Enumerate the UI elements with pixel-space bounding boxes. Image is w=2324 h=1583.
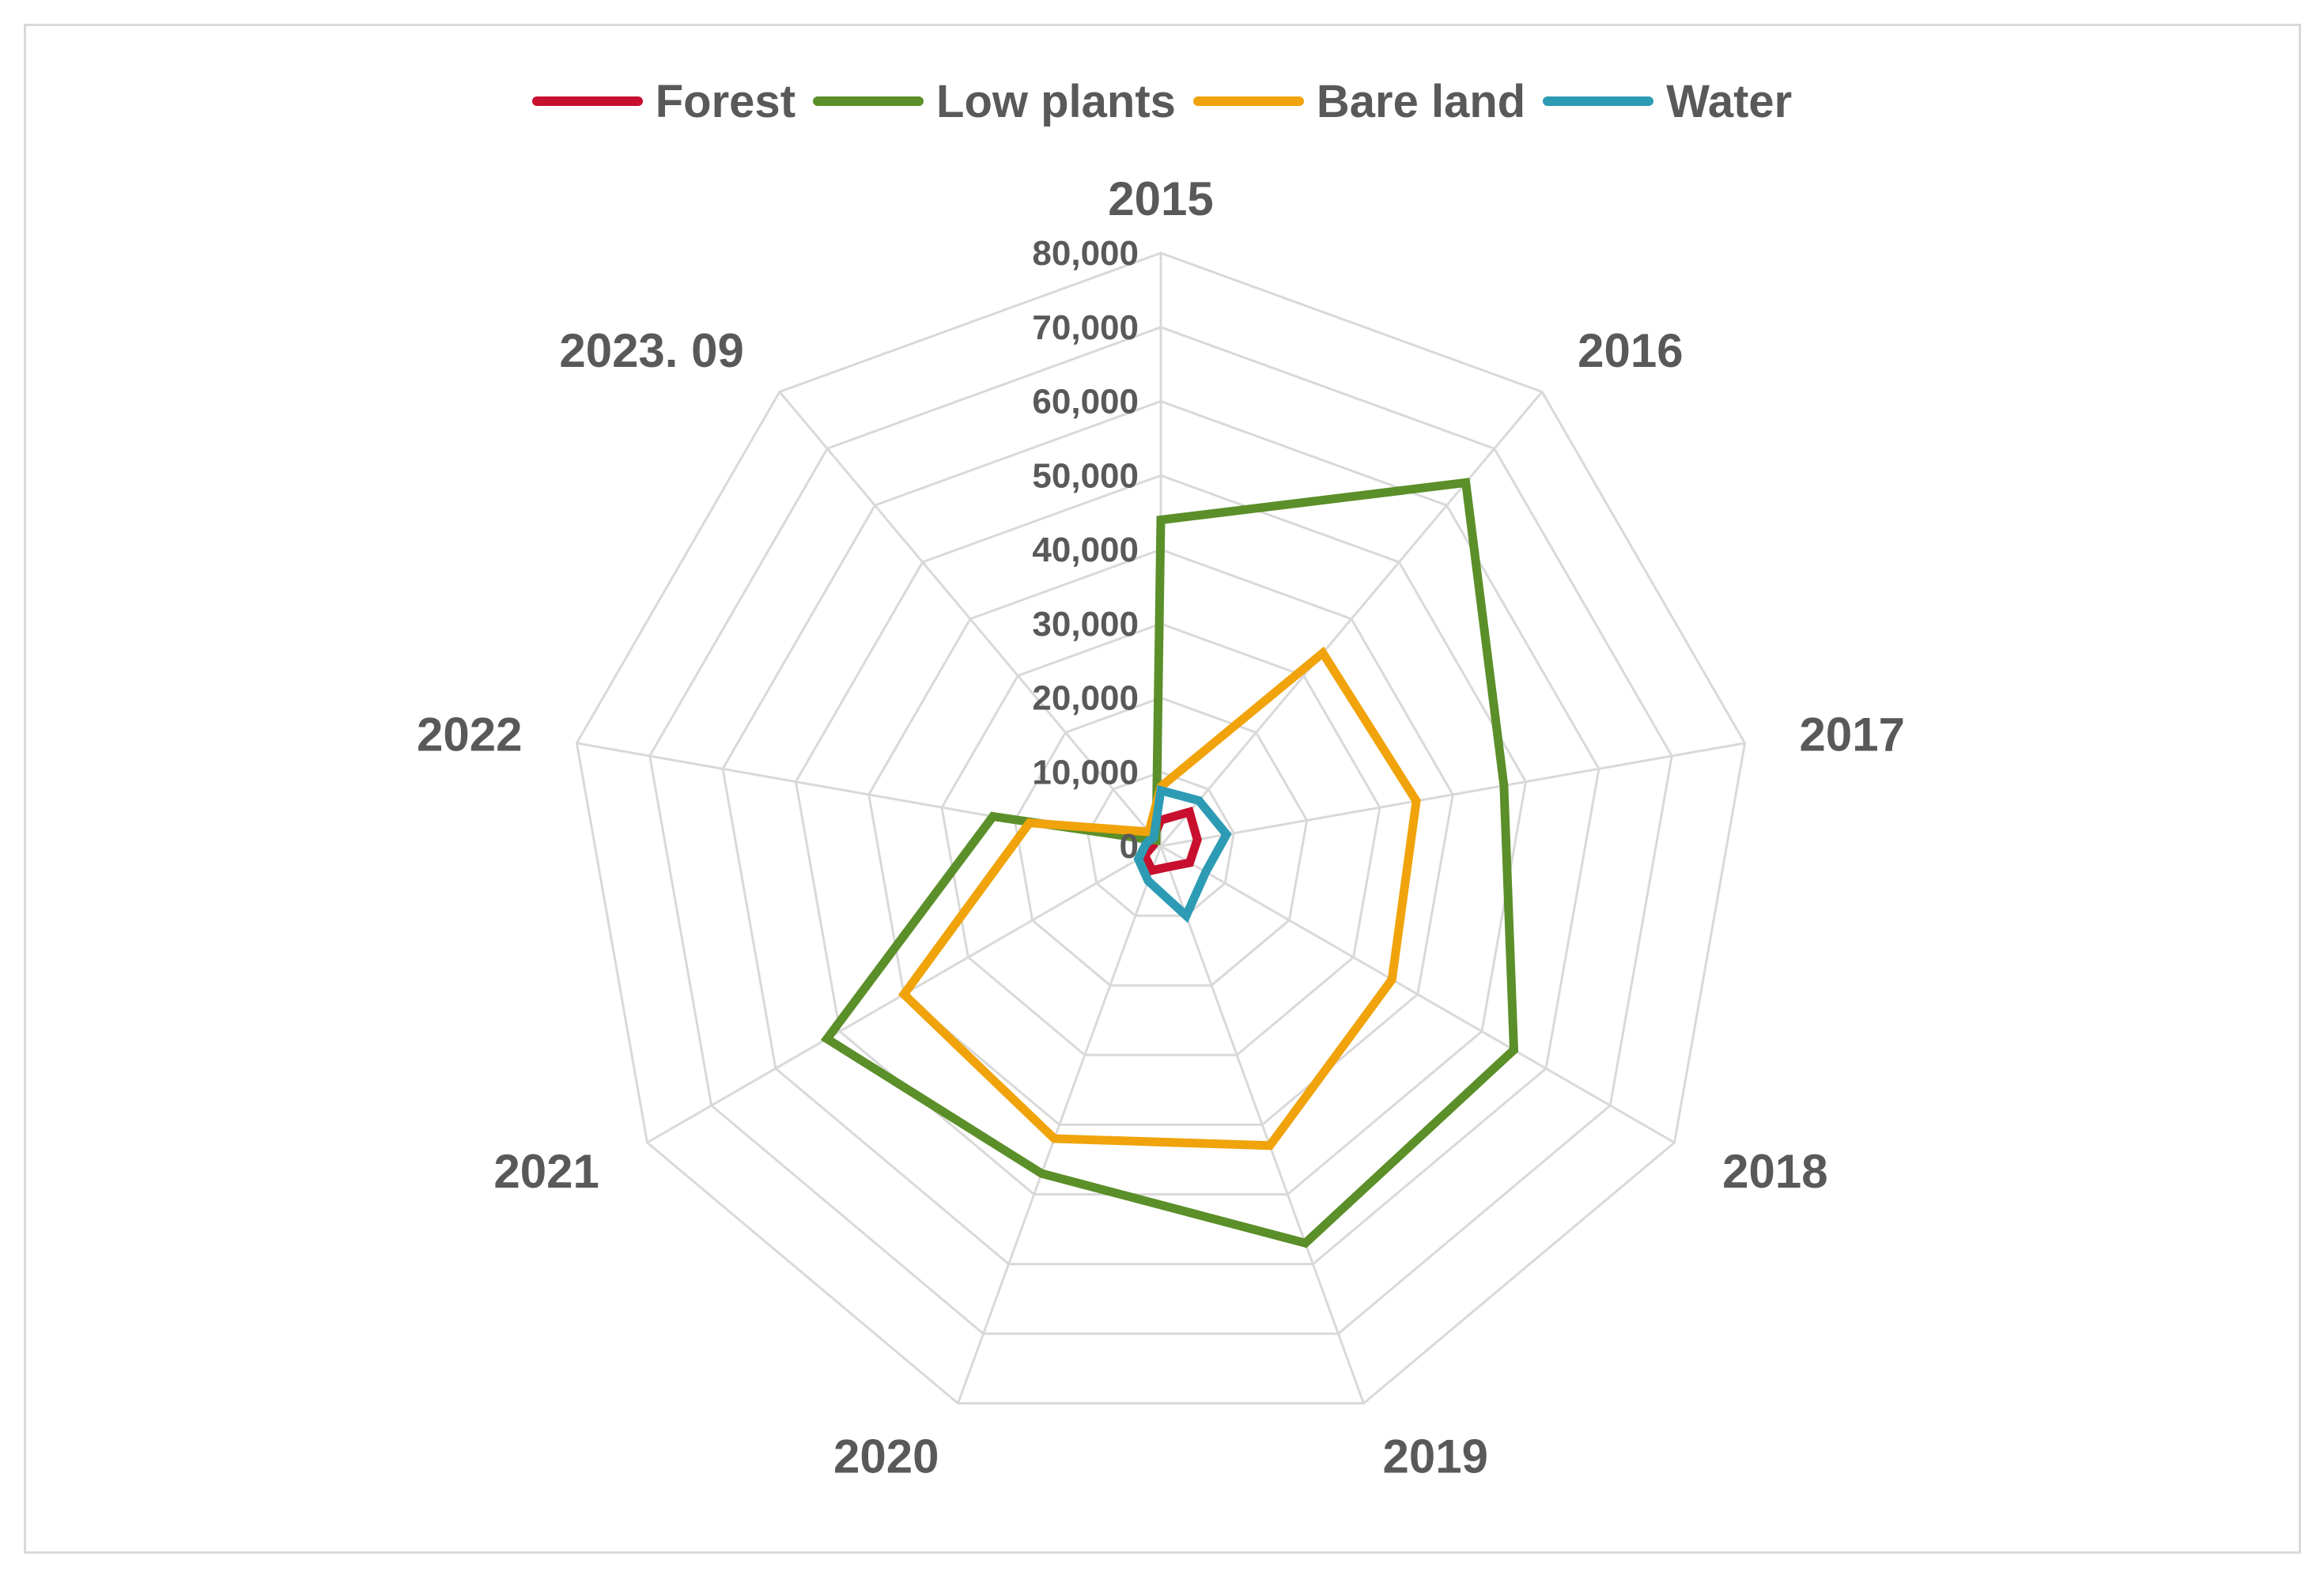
legend-swatch [813, 96, 924, 106]
category-label: 2016 [1578, 324, 1683, 377]
legend-swatch [1543, 96, 1654, 106]
series-line-bare-land [897, 646, 1421, 1150]
tick-label: 0 [1120, 827, 1139, 866]
data-point-bare-land [901, 991, 908, 998]
data-point-water [1158, 787, 1164, 794]
data-point-low-plants [989, 813, 996, 820]
data-point-water [1151, 834, 1157, 841]
legend-label: Low plants [936, 75, 1176, 127]
grid-spoke [1159, 391, 1544, 847]
data-point-bare-land [1319, 649, 1326, 656]
data-point-water [1143, 840, 1150, 847]
legend-item-forest: Forest [531, 75, 796, 128]
data-point-forest [1148, 867, 1155, 874]
category-label: 2020 [833, 1430, 939, 1483]
tick-label: 50,000 [1032, 456, 1139, 495]
grid-spoke [1159, 845, 1365, 1404]
legend-item-water: Water [1543, 75, 1792, 128]
tick-label: 10,000 [1032, 753, 1139, 792]
grid-ring [1013, 696, 1309, 987]
data-point-bare-land [1389, 976, 1396, 983]
tick-label: 70,000 [1032, 308, 1139, 347]
data-point-low-plants [1500, 782, 1507, 789]
legend-item-bare-land: Bare land [1192, 75, 1526, 128]
data-point-bare-land [1026, 819, 1033, 826]
data-point-water [1135, 856, 1142, 863]
data-point-low-plants [1158, 516, 1164, 523]
data-point-forest [1194, 836, 1201, 843]
data-point-low-plants [1302, 1240, 1309, 1247]
grid-spoke [778, 391, 1162, 847]
grid-ring [1086, 770, 1235, 917]
data-point-low-plants [1462, 479, 1469, 486]
tick-label: 30,000 [1032, 605, 1139, 644]
series-layer [820, 478, 1519, 1249]
category-label: 2023. 09 [559, 324, 744, 377]
category-labels: 2015 2016 2017 2018 2019 2020 2021 2022 2023. 09 [417, 172, 1905, 1483]
tick-label: 20,000 [1032, 679, 1139, 718]
grid-ring [940, 622, 1381, 1056]
grid-spoke [957, 845, 1162, 1404]
category-label: 2022 [417, 708, 522, 761]
data-point-water [1145, 878, 1151, 884]
data-point-bare-land [1266, 1142, 1273, 1149]
grid-ring [648, 326, 1673, 1336]
category-label: 2015 [1108, 172, 1213, 225]
category-label: 2017 [1800, 708, 1905, 761]
data-point-bare-land [1413, 798, 1420, 804]
legend-swatch [1192, 96, 1304, 106]
data-point-bare-land [1051, 1135, 1058, 1142]
category-label: 2018 [1722, 1145, 1827, 1198]
data-point-water [1183, 912, 1190, 920]
grid-ring [721, 399, 1600, 1266]
tick-label: 40,000 [1032, 531, 1139, 569]
data-point-low-plants [1038, 1170, 1045, 1177]
legend-label: Water [1666, 75, 1793, 127]
category-label: 2019 [1383, 1430, 1488, 1483]
data-point-forest [1186, 808, 1193, 815]
tick-label: 60,000 [1032, 383, 1139, 421]
series-line-water [1133, 784, 1232, 924]
grid-spoke [1160, 742, 1745, 848]
data-point-forest [1165, 863, 1172, 871]
legend-label: Bare land [1316, 75, 1526, 127]
data-point-low-plants [823, 1035, 830, 1042]
grid-spoke [1160, 844, 1676, 1144]
grid-ring [794, 474, 1528, 1196]
data-point-water [1202, 868, 1209, 875]
data-point-water [1196, 797, 1203, 804]
legend-item-low-plants: Low plants [813, 75, 1176, 128]
legend-label: Forest [655, 75, 796, 127]
grid-ring [867, 548, 1454, 1126]
tick-label: 80,000 [1032, 234, 1139, 273]
tick-labels: 0 10,000 20,000 30,000 40,000 50,000 60,000 70,… [1032, 234, 1139, 866]
data-point-water [1223, 831, 1230, 838]
category-label: 2021 [493, 1145, 599, 1198]
radar-grid [575, 251, 1747, 1405]
legend-swatch [531, 96, 643, 106]
data-point-forest [1186, 860, 1193, 867]
data-point-low-plants [1510, 1046, 1517, 1053]
grid-ring [575, 251, 1747, 1405]
legend: Forest Low plants Bare land Water [0, 70, 2324, 133]
